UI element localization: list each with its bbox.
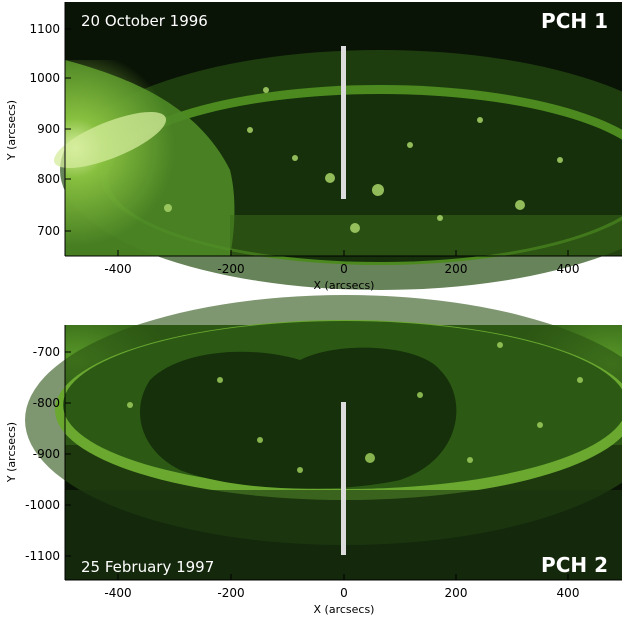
- panel-label: PCH 2: [541, 553, 608, 577]
- panel-top: 20 October 1996 PCH 1 -400 -200 0 200 40…: [5, 2, 622, 292]
- x-tick-label: -400: [104, 586, 131, 600]
- x-tick-labels-top: -400 -200 0 200 400: [104, 262, 579, 276]
- y-tick-label: -700: [33, 345, 60, 359]
- y-ticks-top: [65, 28, 71, 232]
- coronal-hole: [140, 347, 457, 489]
- x-axis-label: X (arcsecs): [314, 603, 375, 616]
- x-tick-label: 200: [445, 262, 468, 276]
- x-tick-labels-bottom: -400 -200 0 200 400: [104, 586, 579, 600]
- x-tick-label: 200: [445, 586, 468, 600]
- x-tick-label: -200: [217, 262, 244, 276]
- x-tick-label: 0: [340, 262, 348, 276]
- bright-points: [164, 87, 563, 233]
- slit-marker: [341, 402, 346, 555]
- panel-date: 20 October 1996: [81, 12, 208, 30]
- panel-date: 25 February 1997: [81, 558, 214, 576]
- y-tick-label: -1000: [25, 498, 60, 512]
- x-ticks-top: [117, 250, 569, 256]
- x-tick-label: -200: [217, 586, 244, 600]
- x-tick-label: -400: [104, 262, 131, 276]
- x-tick-label: 400: [557, 262, 580, 276]
- panel-label: PCH 1: [541, 9, 608, 33]
- bright-streak: [53, 112, 167, 168]
- slit-marker: [341, 46, 346, 199]
- y-tick-label: 900: [37, 122, 60, 136]
- y-tick-label: 1000: [29, 71, 60, 85]
- y-ticks-bottom: [65, 351, 71, 557]
- y-axis-label: Y (arcsecs): [5, 100, 18, 161]
- y-tick-label: 800: [37, 172, 60, 186]
- y-tick-labels-bottom: -700 -800 -900 -1000 -1100: [25, 345, 60, 563]
- x-tick-label: 0: [340, 586, 348, 600]
- lower-disk: [230, 215, 622, 256]
- y-tick-labels-top: 1100 1000 900 800 700: [29, 22, 60, 238]
- y-tick-label: -800: [33, 396, 60, 410]
- y-axis-label: Y (arcsecs): [5, 422, 18, 483]
- y-tick-label: 700: [37, 224, 60, 238]
- x-tick-label: 400: [557, 586, 580, 600]
- y-tick-label: -1100: [25, 549, 60, 563]
- panel-bottom: 25 February 1997 PCH 2 -400 -200 0 200 4…: [5, 295, 622, 616]
- y-tick-label: -900: [33, 447, 60, 461]
- bright-points: [127, 342, 583, 473]
- x-axis-label: X (arcsecs): [314, 279, 375, 292]
- x-ticks-bottom: [117, 574, 569, 580]
- y-tick-label: 1100: [29, 22, 60, 36]
